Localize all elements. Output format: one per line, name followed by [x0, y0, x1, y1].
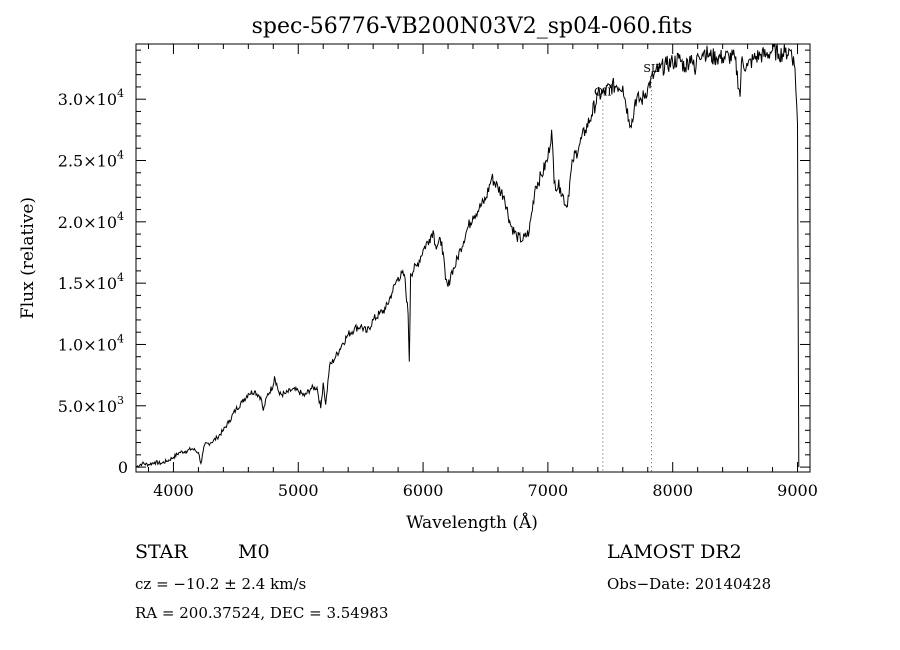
x-tick-label: 4000: [153, 481, 194, 500]
observation-date: Obs−Date: 20140428: [607, 575, 772, 593]
y-tick-label: 0: [118, 458, 128, 477]
redshift-cz: cz = −10.2 ± 2.4 km/s: [135, 575, 307, 593]
y-tick-label: 2.0×104: [58, 210, 124, 232]
x-tick-label: 9000: [777, 481, 818, 500]
sky-coordinates: RA = 200.37524, DEC = 3.54983: [135, 604, 389, 622]
plot-area: 4000 5000 6000 7000 8000 9000 0 5.0×103 1.0×104 1…: [58, 43, 818, 500]
y-tick-label: 1.0×104: [58, 332, 124, 354]
y-tick-label: 5.0×103: [58, 394, 124, 416]
survey-name: LAMOST DR2: [607, 541, 742, 563]
x-tick-label: 5000: [278, 481, 319, 500]
y-tick-label: 2.5×104: [58, 149, 124, 171]
spectrum-line: [136, 44, 800, 468]
y-tick-label: 3.0×104: [58, 87, 124, 109]
y-axis-label: Flux (relative): [18, 197, 38, 319]
y-tick-label: 1.5×104: [58, 271, 124, 293]
x-tick-label: 8000: [652, 481, 693, 500]
object-type: STAR: [135, 541, 188, 563]
chart-title: spec-56776-VB200N03V2_sp04-060.fits: [252, 14, 693, 39]
spectrum-chart: spec-56776-VB200N03V2_sp04-060.fits 4000…: [18, 14, 818, 533]
x-tick-label: 7000: [528, 481, 569, 500]
x-axis-label: Wavelength (Å): [406, 512, 538, 533]
spectral-subclass: M0: [238, 541, 270, 563]
x-tick-label: 6000: [403, 481, 444, 500]
